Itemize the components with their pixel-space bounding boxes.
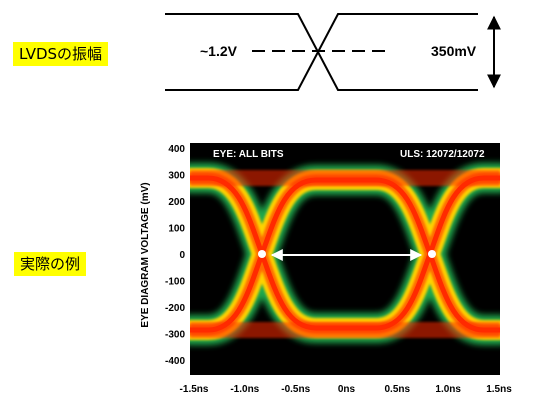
eye-title-right: ULS: 12072/12072 (400, 149, 485, 160)
crossing-point-left (258, 250, 266, 258)
x-tick-label: -1.0ns (230, 384, 259, 395)
y-tick-label: 100 (168, 224, 185, 235)
y-tick-label: -400 (165, 356, 185, 367)
y-tick-label: -100 (165, 277, 185, 288)
eye-plot: EYE: ALL BITS ULS: 12072/12072 400 300 200… (140, 143, 512, 395)
crossing-point-right (428, 250, 436, 258)
lvds-schematic: ~1.2V 350mV (165, 13, 501, 91)
x-tick-label: -1.5ns (180, 384, 209, 395)
lvds-amplitude-label: LVDSの振幅 (13, 42, 109, 66)
schematic-left-voltage: ~1.2V (200, 43, 238, 59)
actual-example-label: 実際の例 (14, 252, 87, 276)
x-tick-label: 0ns (338, 384, 356, 395)
y-tick-label: 300 (168, 171, 185, 182)
y-tick-label: -200 (165, 303, 185, 314)
y-axis-label: EYE DIAGRAM VOLTAGE (mV) (140, 182, 151, 327)
eye-traces (190, 170, 500, 338)
x-tick-label: -0.5ns (281, 384, 310, 395)
x-tick-label: 0.5ns (385, 384, 411, 395)
schematic-swing-label: 350mV (431, 43, 477, 59)
eye-title-left: EYE: ALL BITS (213, 149, 284, 160)
y-axis: 400 300 200 100 0 -100 -200 -300 -400 (165, 144, 185, 367)
y-tick-label: 200 (168, 197, 185, 208)
x-axis: -1.5ns -1.0ns -0.5ns 0ns 0.5ns 1.0ns 1.5ns (180, 384, 513, 395)
y-tick-label: 0 (179, 250, 185, 261)
x-tick-label: 1.5ns (486, 384, 512, 395)
y-tick-label: -300 (165, 330, 185, 341)
x-tick-label: 1.0ns (435, 384, 461, 395)
y-tick-label: 400 (168, 144, 185, 155)
